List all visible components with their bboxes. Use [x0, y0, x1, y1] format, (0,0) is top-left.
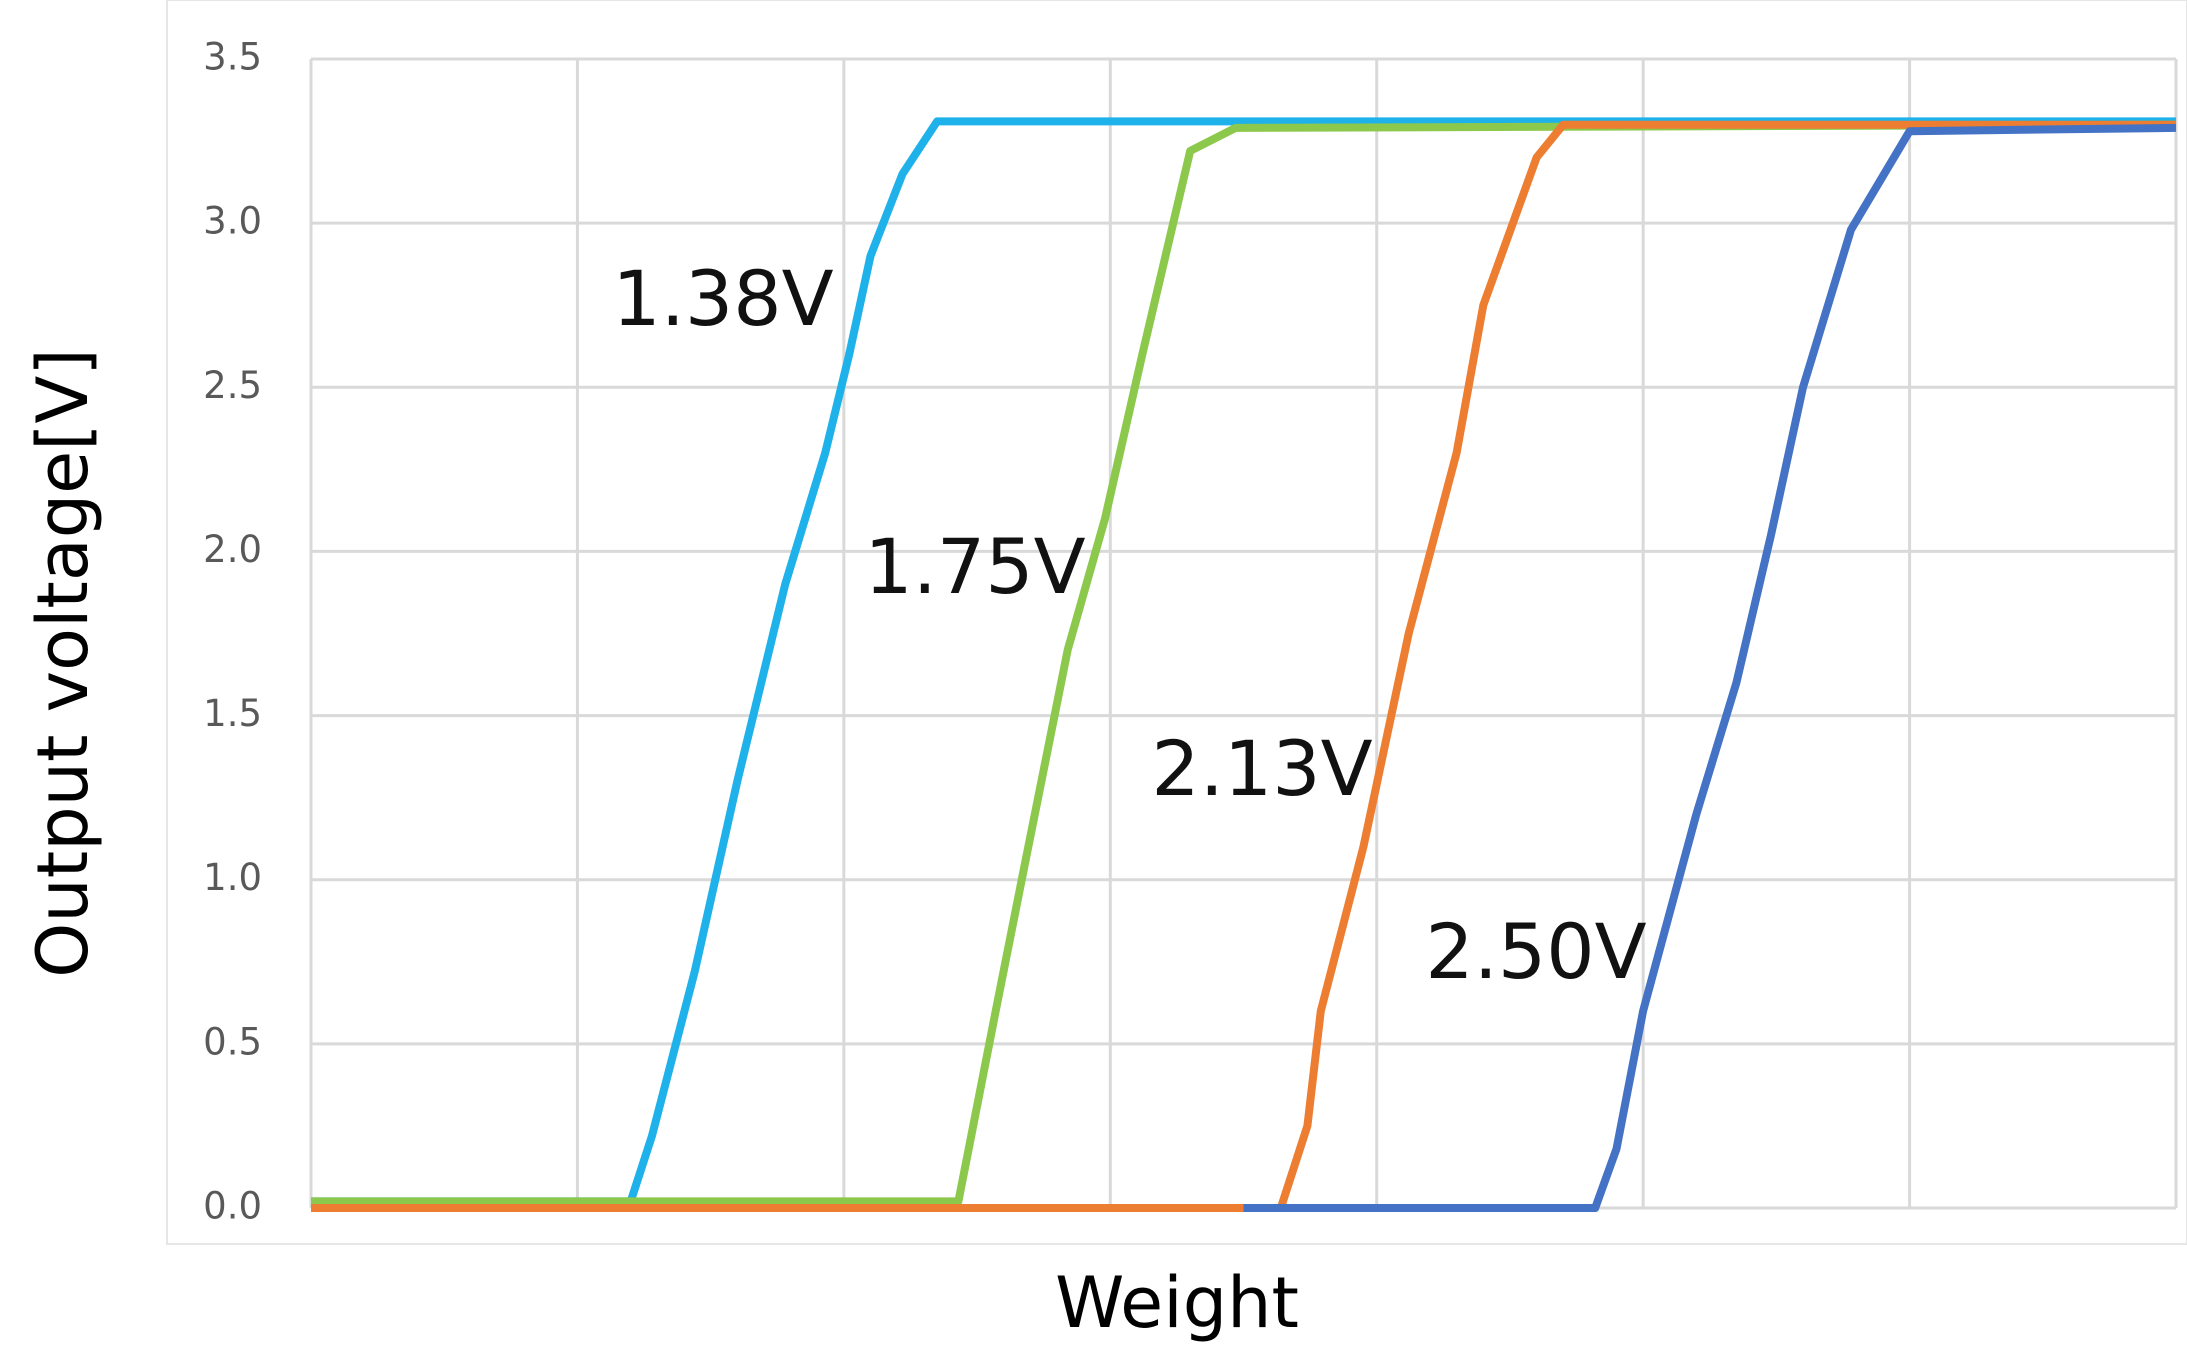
y-tick-label: 1.0 [203, 856, 262, 899]
series-label: 2.13V [1151, 724, 1372, 813]
y-axis-label: Output voltage[V] [22, 348, 104, 977]
y-tick-label: 2.5 [203, 364, 262, 407]
chart-frame [166, 0, 2187, 1245]
series-label: 2.50V [1425, 907, 1646, 996]
series-line [311, 117, 2176, 1206]
y-tick-label: 2.0 [203, 528, 262, 571]
series-label: 1.75V [864, 522, 1085, 611]
x-axis-label: Weight [1055, 1262, 1299, 1344]
series-line [311, 120, 2176, 1212]
series-line [311, 120, 2177, 1206]
y-tick-label: 1.5 [203, 692, 262, 735]
y-tick-label: 3.0 [203, 200, 262, 243]
series-line [1243, 123, 2177, 1212]
y-tick-label: 3.5 [203, 36, 262, 79]
series-label: 1.38V [612, 254, 833, 343]
lines [311, 117, 2177, 1212]
grid [309, 57, 2178, 1210]
y-tick-label: 0.5 [203, 1020, 262, 1063]
y-tick-label: 0.0 [203, 1185, 262, 1228]
